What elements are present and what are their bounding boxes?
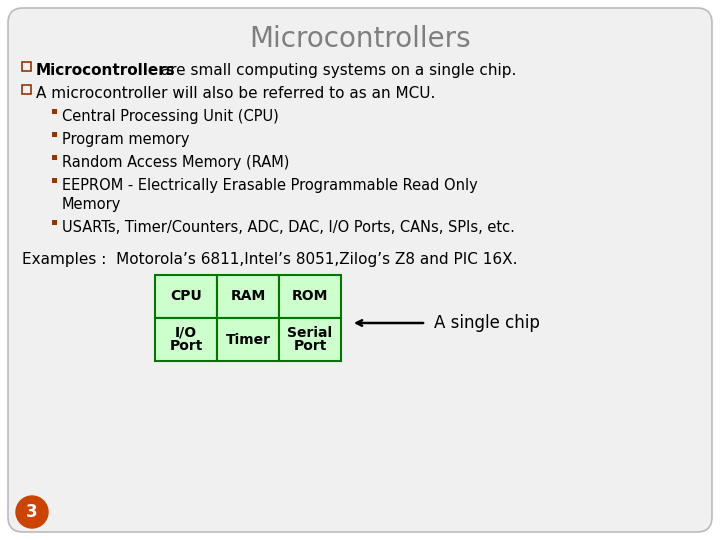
- Text: A single chip: A single chip: [434, 314, 540, 332]
- Bar: [22, 85, 31, 94]
- Text: ROM: ROM: [292, 289, 328, 303]
- Text: Timer: Timer: [225, 333, 271, 347]
- Text: RAM: RAM: [230, 289, 266, 303]
- Bar: [279, 318, 341, 361]
- Text: I/O: I/O: [175, 326, 197, 340]
- Bar: [155, 318, 217, 361]
- Text: USARTs, Timer/Counters, ADC, DAC, I/O Ports, CANs, SPIs, etc.: USARTs, Timer/Counters, ADC, DAC, I/O Po…: [62, 220, 515, 235]
- Bar: [22, 62, 31, 71]
- Text: Program memory: Program memory: [62, 132, 189, 147]
- Text: are small computing systems on a single chip.: are small computing systems on a single …: [151, 63, 516, 78]
- Text: Examples :  Motorola’s 6811,Intel’s 8051,Zilog’s Z8 and PIC 16X.: Examples : Motorola’s 6811,Intel’s 8051,…: [22, 252, 518, 267]
- Bar: [52, 132, 57, 137]
- Circle shape: [16, 496, 48, 528]
- Bar: [217, 275, 279, 318]
- Text: Microcontrollers: Microcontrollers: [249, 25, 471, 53]
- Bar: [52, 178, 57, 183]
- FancyBboxPatch shape: [8, 8, 712, 532]
- Bar: [155, 275, 217, 318]
- Text: Microcontrollers: Microcontrollers: [36, 63, 176, 78]
- Text: EEPROM - Electrically Erasable Programmable Read Only: EEPROM - Electrically Erasable Programma…: [62, 178, 478, 193]
- Text: Memory: Memory: [62, 197, 122, 212]
- Text: CPU: CPU: [170, 289, 202, 303]
- Text: Central Processing Unit (CPU): Central Processing Unit (CPU): [62, 109, 279, 124]
- Bar: [52, 220, 57, 225]
- Text: Port: Port: [169, 339, 203, 353]
- Bar: [217, 318, 279, 361]
- Text: 3: 3: [26, 503, 38, 521]
- Bar: [52, 155, 57, 160]
- Bar: [52, 109, 57, 114]
- Text: Port: Port: [293, 339, 327, 353]
- Bar: [279, 275, 341, 318]
- Text: Random Access Memory (RAM): Random Access Memory (RAM): [62, 155, 289, 170]
- Text: A microcontroller will also be referred to as an MCU.: A microcontroller will also be referred …: [36, 86, 436, 101]
- Text: Serial: Serial: [287, 326, 333, 340]
